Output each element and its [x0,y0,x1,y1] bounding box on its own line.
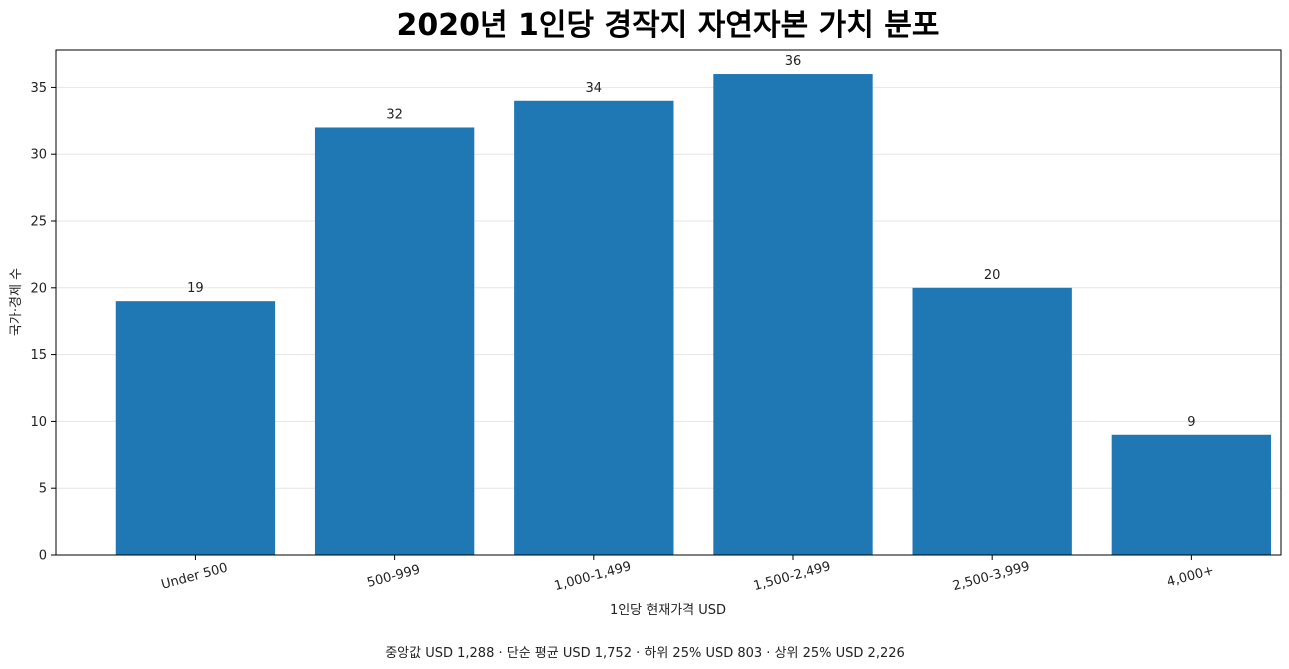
y-axis-ticks: 0 5 10 15 20 25 30 35 [30,81,56,564]
x-tick-label: 1,000-1,499 [553,559,633,594]
bar-value-label: 19 [187,281,204,296]
x-tick-label: 2,500-3,999 [951,559,1031,594]
x-tick-label: 1,500-2,499 [752,559,832,594]
bar-value-label: 20 [984,268,1001,283]
x-tick-label: 500-999 [366,562,422,591]
y-tick-label: 10 [30,415,47,430]
y-tick-label: 20 [30,281,47,296]
bar [314,127,475,556]
bar-value-labels: 19 32 34 36 20 9 [187,54,1195,430]
bar [115,301,276,555]
y-tick-label: 30 [30,148,47,163]
bars [115,74,1272,556]
y-tick-label: 0 [39,549,47,564]
bar-value-label: 9 [1187,415,1195,430]
bar-value-label: 32 [386,107,403,122]
bar [912,287,1072,555]
bar [1111,434,1272,555]
x-axis-ticks: Under 500 500-999 1,000-1,499 1,500-2,499 2,… [160,555,1216,594]
x-tick-label: 4,000+ [1165,563,1215,590]
x-axis-label: 1인당 현재가격 USD [610,603,726,618]
plot-frame [55,49,1282,556]
y-axis-label: 국가·경제 수 [9,268,24,336]
footnote: 중앙값 USD 1,288 · 단순 평균 USD 1,752 · 하위 25%… [385,646,905,661]
y-tick-label: 5 [39,482,47,497]
bar [514,100,674,555]
chart-title: 2020년 1인당 경작지 자연자본 가치 분포 [397,8,940,43]
y-tick-label: 25 [30,215,47,230]
x-tick-label: Under 500 [160,561,230,593]
bar [713,74,873,556]
y-tick-label: 35 [30,81,47,96]
bar-value-label: 36 [785,54,802,69]
bar-value-label: 34 [586,81,603,96]
y-tick-label: 15 [30,348,47,363]
